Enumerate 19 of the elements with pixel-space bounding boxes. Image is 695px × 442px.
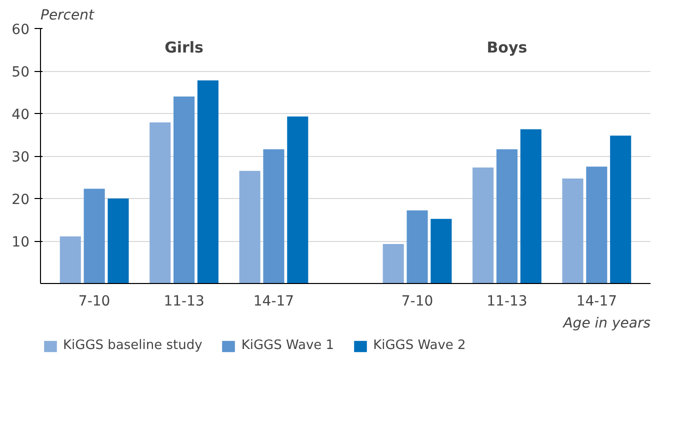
y-tick-label: 20 xyxy=(12,192,30,208)
annotation: Girls xyxy=(164,38,204,57)
annotation: Boys xyxy=(486,38,528,57)
legend-label: KiGGS baseline study xyxy=(63,338,202,353)
x-tick-label: 11-13 xyxy=(486,294,528,310)
y-tick-label: 50 xyxy=(12,64,30,80)
legend-label: KiGGS Wave 1 xyxy=(241,338,334,353)
x-tick-label: 11-13 xyxy=(164,294,204,310)
x-tick-label: 14-17 xyxy=(253,294,294,310)
x-tick-label: 7-10 xyxy=(401,294,434,310)
y-tick-label: 40 xyxy=(12,107,30,123)
y-axis-title: Percent xyxy=(40,8,94,24)
legend-label: KiGGS Wave 2 xyxy=(373,338,466,353)
x-axis-title: Age in years xyxy=(562,316,651,332)
x-tick-label: 14-17 xyxy=(576,294,618,310)
x-tick-label: 7-10 xyxy=(78,294,110,310)
y-tick-label: 30 xyxy=(12,150,30,166)
y-tick-label: 60 xyxy=(12,22,30,38)
y-tick-label: 10 xyxy=(12,234,30,250)
